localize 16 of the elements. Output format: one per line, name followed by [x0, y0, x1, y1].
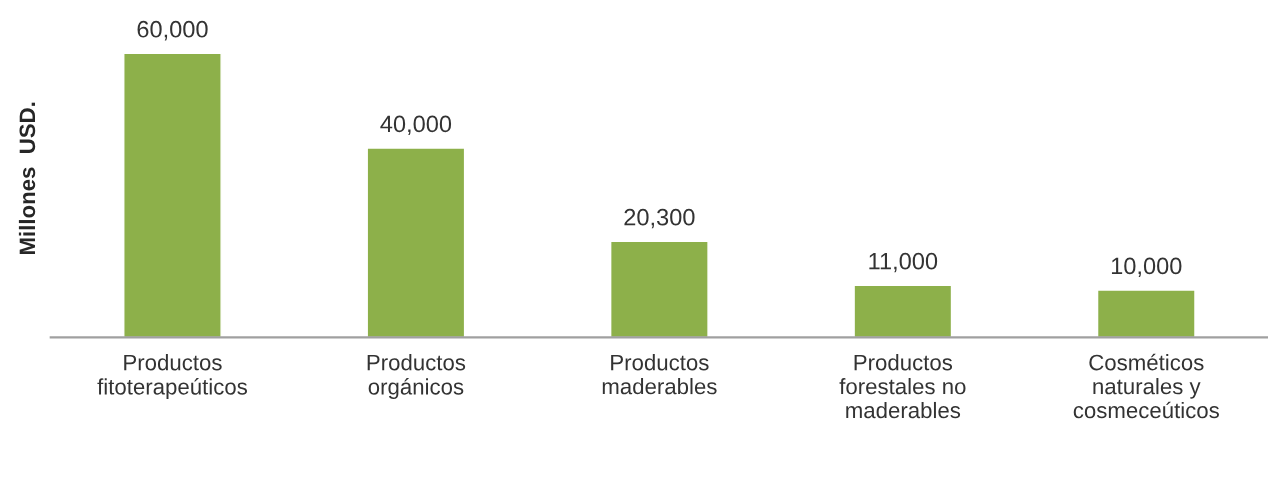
data-label: 40,000	[380, 115, 452, 136]
x-tick-label: Cosméticos naturales y cosmeceúticos	[1073, 353, 1219, 419]
data-label: 60,000	[137, 20, 208, 41]
data-label: 11,000	[869, 252, 938, 273]
bar	[366, 147, 466, 338]
x-tick-label: Productos maderables	[602, 354, 717, 395]
bar	[609, 240, 709, 338]
x-tick-label: Productos fitoterapeúticos	[97, 354, 247, 400]
x-tick-label: Productos orgánicos	[367, 354, 466, 400]
bar	[1096, 289, 1196, 338]
y-axis-title: Millones USD.	[18, 102, 36, 255]
bar	[853, 284, 953, 338]
data-label: 10,000	[1111, 257, 1182, 278]
bar	[123, 52, 222, 338]
x-tick-label: Productos forestales no maderables	[839, 354, 966, 419]
data-label: 20,300	[624, 208, 695, 229]
